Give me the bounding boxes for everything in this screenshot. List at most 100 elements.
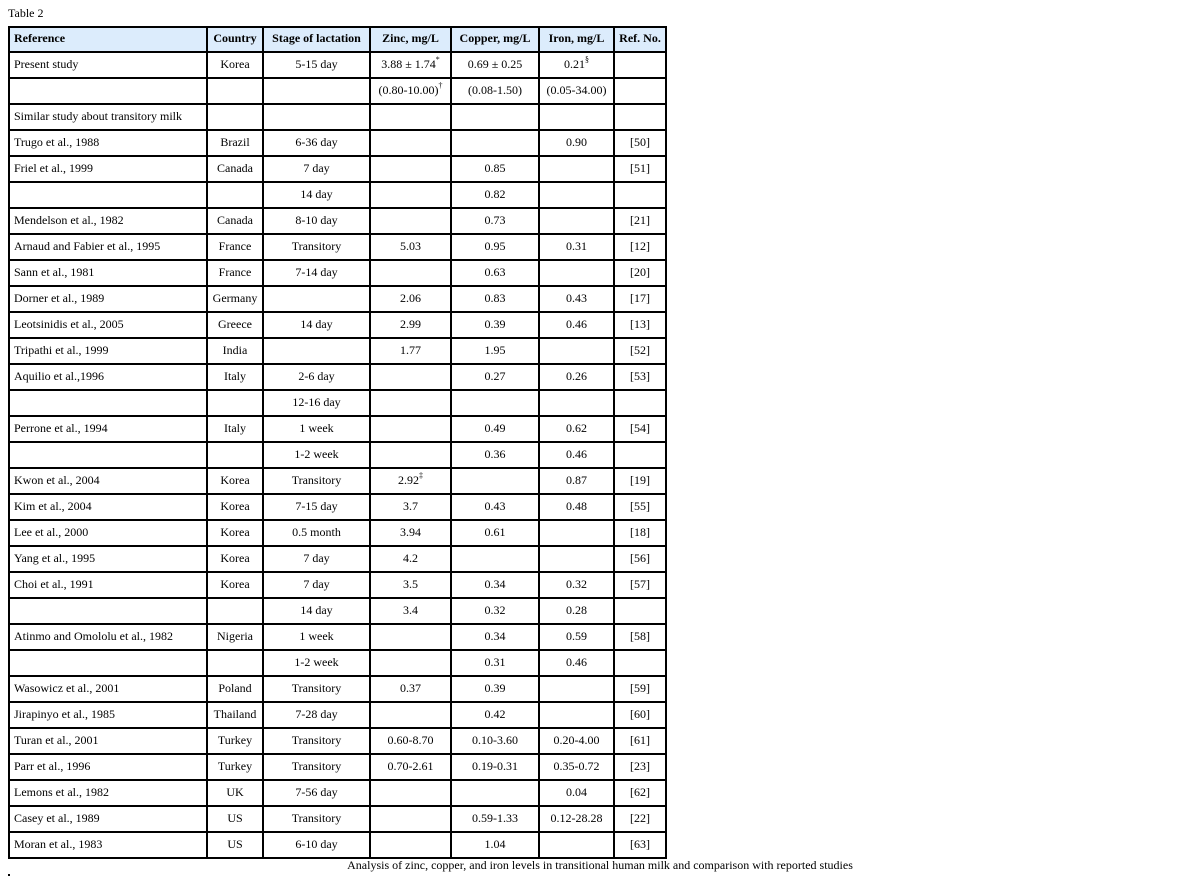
- cell-ref-no: [53]: [613, 363, 667, 391]
- cell-value: Tripathi et al., 1999: [14, 343, 109, 357]
- cell-value: 0.63: [484, 265, 506, 279]
- table-row: Friel et al., 1999 Canada 7 day 0.85 [51]: [8, 155, 667, 183]
- cell-country: Germany: [206, 285, 264, 313]
- table-row: Yang et al., 1995 Korea 7 day 4.2 [56]: [8, 545, 667, 573]
- table-row: 1-2 week 0.36 0.46: [8, 441, 667, 469]
- cell-value: 2.92: [398, 473, 419, 487]
- cell-value: Transitory: [291, 473, 342, 487]
- cell-value: 6-10 day: [295, 837, 338, 851]
- table-row: Atinmo and Omololu et al., 1982 Nigeria 1 …: [8, 623, 667, 651]
- cell-ref-no: [13]: [613, 311, 667, 339]
- cell-value: [51]: [630, 161, 650, 175]
- cell-country: US: [206, 805, 264, 833]
- cell-value: [61]: [630, 733, 650, 747]
- table-row: Sann et al., 1981 France 7-14 day 0.63 [20]: [8, 259, 667, 287]
- cell-value: Mendelson et al., 1982: [14, 213, 124, 227]
- cell-copper: 0.34: [450, 623, 540, 651]
- cell-stage: 7-28 day: [262, 701, 371, 729]
- cell-value: Sann et al., 1981: [14, 265, 95, 279]
- cell-value: 0.31: [484, 655, 506, 669]
- cell-value: 7 day: [303, 551, 330, 565]
- footnote-mark: †: [438, 81, 443, 90]
- table-label: Table 2: [8, 6, 44, 20]
- cell-value: Dorner et al., 1989: [14, 291, 105, 305]
- cell-reference: Kwon et al., 2004: [8, 467, 208, 495]
- cell-reference: Arnaud and Fabier et al., 1995: [8, 233, 208, 261]
- cell-country: US: [206, 831, 264, 859]
- cell-reference: [8, 597, 208, 625]
- table-row: Wasowicz et al., 2001 Poland Transitory 0.3…: [8, 675, 667, 703]
- cell-country: [206, 389, 264, 417]
- cell-value: Transitory: [291, 811, 342, 825]
- cell-zinc: [369, 779, 452, 807]
- cell-value: 0.34: [484, 629, 506, 643]
- cell-ref-no: [12]: [613, 233, 667, 261]
- cell-value: 0.20-4.00: [553, 733, 600, 747]
- dot-mark: [8, 874, 10, 876]
- cell-ref-no: [63]: [613, 831, 667, 859]
- table-row: Kwon et al., 2004 Korea Transitory 2.92‡ 0.8…: [8, 467, 667, 495]
- table-row: Jirapinyo et al., 1985 Thailand 7-28 day 0.…: [8, 701, 667, 729]
- cell-country: Thailand: [206, 701, 264, 729]
- cell-country: [206, 103, 264, 131]
- cell-value: 0.35-0.72: [553, 759, 600, 773]
- cell-stage: 14 day: [262, 311, 371, 339]
- cell-zinc: [369, 389, 452, 417]
- cell-copper: 0.19-0.31: [450, 753, 540, 781]
- cell-iron: 0.04: [538, 779, 615, 807]
- cell-value: 0.59: [566, 629, 587, 643]
- cell-value: 0.39: [484, 681, 506, 695]
- cell-value: 0.10-3.60: [472, 733, 518, 747]
- cell-iron: 0.59: [538, 623, 615, 651]
- cell-reference: [8, 77, 208, 105]
- cell-value: Poland: [218, 681, 252, 695]
- cell-copper: 0.73: [450, 207, 540, 235]
- cell-value: Yang et al., 1995: [14, 551, 96, 565]
- cell-value: Atinmo and Omololu et al., 1982: [14, 629, 173, 643]
- cell-stage: 7 day: [262, 545, 371, 573]
- cell-value: 4.2: [403, 551, 418, 565]
- cell-copper: 0.49: [450, 415, 540, 443]
- cell-zinc: [369, 181, 452, 209]
- cell-country: [206, 181, 264, 209]
- cell-value: 0.43: [484, 499, 506, 513]
- cell-value: Leotsinidis et al., 2005: [14, 317, 124, 331]
- cell-iron: 0.46: [538, 311, 615, 339]
- cell-stage: 1 week: [262, 623, 371, 651]
- cell-ref-no: [613, 51, 667, 79]
- cell-iron: [538, 155, 615, 183]
- cell-reference: Trugo et al., 1988: [8, 129, 208, 157]
- table-row: Turan et al., 2001 Turkey Transitory 0.60-8…: [8, 727, 667, 755]
- cell-value: 0.42: [484, 707, 506, 721]
- table-body: Present study Korea 5-15 day 3.88 ± 1.74* 0.…: [8, 51, 667, 859]
- cell-zinc: 2.92‡: [369, 467, 452, 495]
- table-row: Arnaud and Fabier et al., 1995 France Tran…: [8, 233, 667, 261]
- cell-stage: 7 day: [262, 155, 371, 183]
- cell-value: Korea: [220, 577, 250, 591]
- cell-value: [60]: [630, 707, 650, 721]
- cell-iron: 0.46: [538, 649, 615, 677]
- cell-ref-no: [59]: [613, 675, 667, 703]
- cell-copper: 0.36: [450, 441, 540, 469]
- cell-zinc: 2.99: [369, 311, 452, 339]
- cell-value: 0.49: [484, 421, 506, 435]
- cell-copper: 0.83: [450, 285, 540, 313]
- cell-value: 0.46: [566, 447, 587, 461]
- cell-ref-no: [61]: [613, 727, 667, 755]
- cell-iron: [538, 519, 615, 547]
- cell-stage: 8-10 day: [262, 207, 371, 235]
- table-row: Tripathi et al., 1999 India 1.77 1.95 [52]: [8, 337, 667, 365]
- cell-zinc: (0.80-10.00)†: [369, 77, 452, 105]
- cell-iron: 0.28: [538, 597, 615, 625]
- cell-stage: 7 day: [262, 571, 371, 599]
- column-header-iron: Iron, mg/L: [538, 26, 615, 53]
- cell-value: 0.85: [484, 161, 506, 175]
- cell-zinc: 3.5: [369, 571, 452, 599]
- cell-copper: 0.42: [450, 701, 540, 729]
- cell-iron: 0.31: [538, 233, 615, 261]
- table-row: (0.80-10.00)† (0.08-1.50) (0.05-34.00): [8, 77, 667, 105]
- cell-ref-no: [613, 389, 667, 417]
- cell-value: [12]: [630, 239, 650, 253]
- footnote-mark: §: [585, 55, 589, 64]
- cell-stage: 2-6 day: [262, 363, 371, 391]
